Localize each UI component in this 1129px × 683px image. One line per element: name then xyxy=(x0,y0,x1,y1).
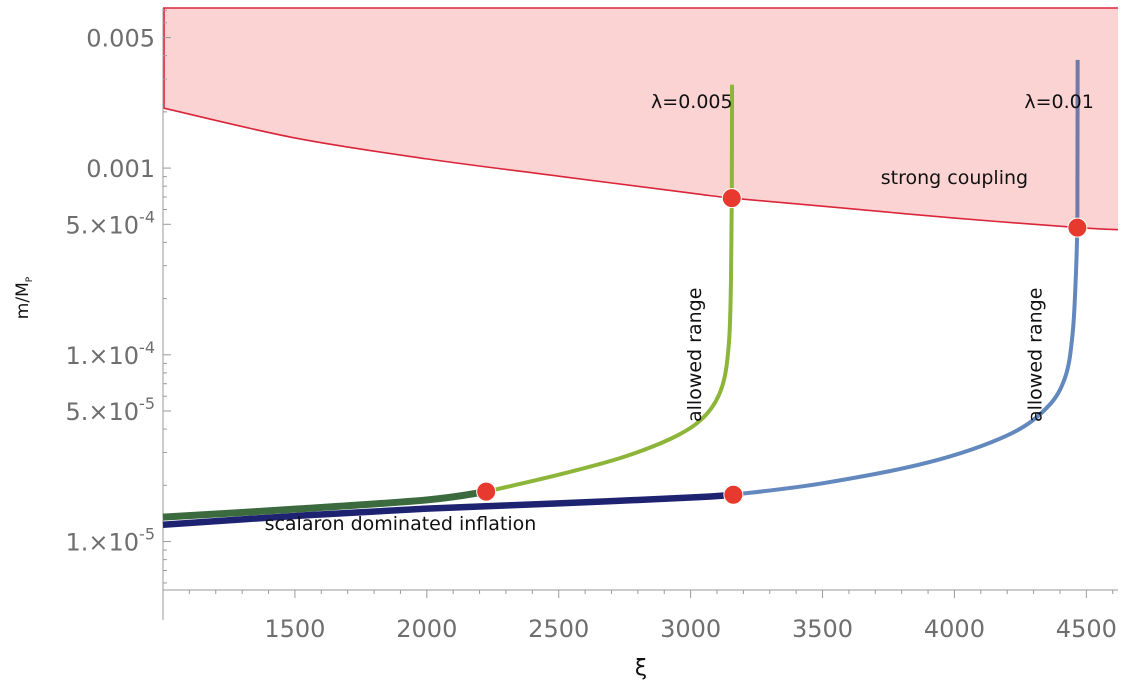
y-axis-label-sub: P xyxy=(25,276,35,282)
y-tick-label: 5.×10-5 xyxy=(66,394,156,426)
y-tick-base: 5.×10 xyxy=(66,211,140,239)
series-line-2 xyxy=(733,227,1080,497)
y-tick-exponent: -5 xyxy=(139,394,155,413)
annotation-label: allowed range xyxy=(684,288,706,422)
series-line-0 xyxy=(485,84,735,494)
y-tick-exponent: -5 xyxy=(139,525,155,544)
strong-coupling-region xyxy=(163,8,1118,230)
annotation-label: allowed range xyxy=(1024,288,1046,422)
x-tick-label: 3500 xyxy=(792,615,853,643)
x-tick-label: 2000 xyxy=(396,615,457,643)
series-line-4 xyxy=(162,491,734,528)
y-tick-label: 0.005 xyxy=(86,25,155,53)
strong-coupling-boundary xyxy=(162,107,1119,231)
x-tick-label: 4000 xyxy=(924,615,985,643)
y-tick-label: 1.×10-4 xyxy=(66,338,156,370)
intersection-marker xyxy=(721,188,742,209)
intersection-marker xyxy=(723,484,744,505)
y-tick-label: 1.×10-5 xyxy=(66,525,156,557)
x-axis-label: ξ xyxy=(635,656,647,681)
annotation-label: strong coupling xyxy=(881,167,1028,189)
y-tick-label: 0.001 xyxy=(86,155,155,183)
y-axis-label: m/MP xyxy=(13,276,35,319)
x-tick-label: 2500 xyxy=(528,615,589,643)
y-axis-label-main: m/M xyxy=(13,282,33,319)
y-tick-exponent: -4 xyxy=(139,207,155,226)
annotation-label: λ=0.01 xyxy=(1024,91,1093,113)
x-tick-label: 3000 xyxy=(660,615,721,643)
y-tick-base: 1.×10 xyxy=(66,342,140,370)
y-tick-label: 5.×10-4 xyxy=(66,207,156,239)
y-tick-base: 5.×10 xyxy=(66,398,140,426)
y-tick-base: 1.×10 xyxy=(66,529,140,557)
y-tick-exponent: -4 xyxy=(139,338,155,357)
intersection-marker xyxy=(1067,217,1088,238)
intersection-marker xyxy=(476,481,497,502)
series-line-1 xyxy=(162,488,487,521)
x-tick-label: 1500 xyxy=(264,615,325,643)
y-tick-base: 0.001 xyxy=(86,155,155,183)
annotation-label: λ=0.005 xyxy=(651,91,733,113)
y-tick-base: 0.005 xyxy=(86,25,155,53)
x-tick-label: 4500 xyxy=(1056,615,1117,643)
annotation-label: scalaron dominated inflation xyxy=(265,513,537,535)
